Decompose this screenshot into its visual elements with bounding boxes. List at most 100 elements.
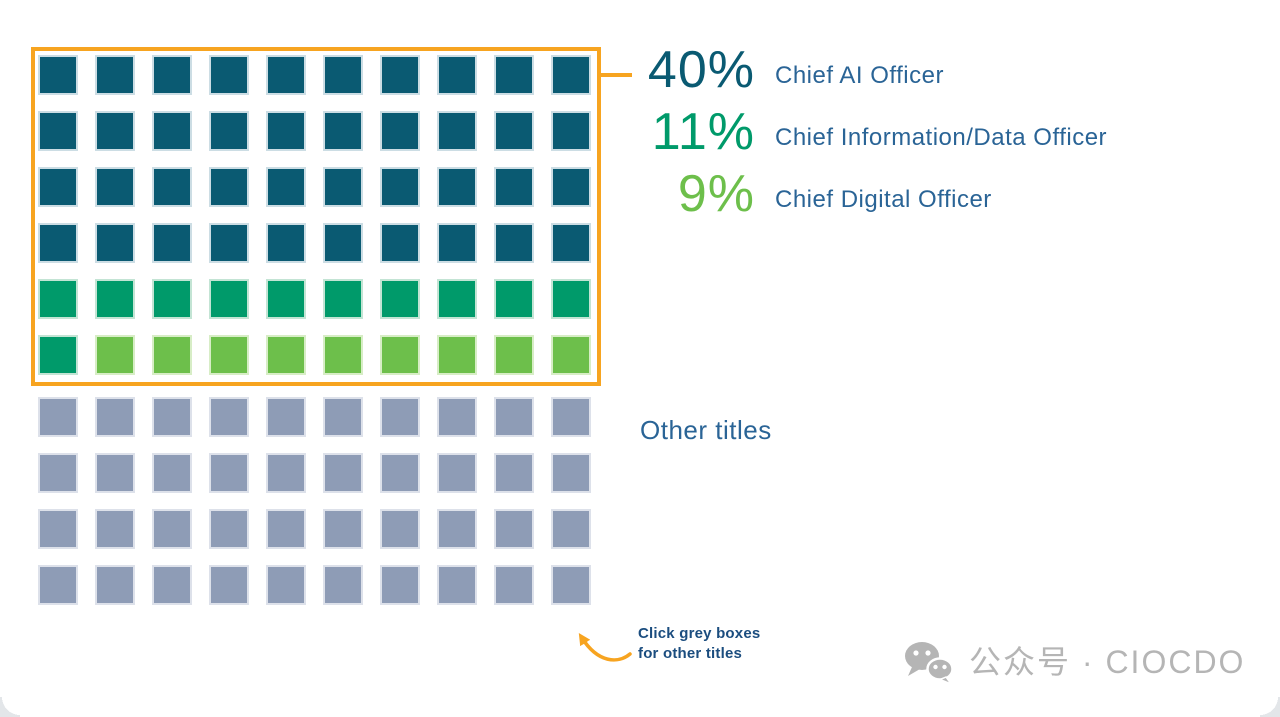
waffle-cell-chief-information-data-officer: [494, 279, 534, 319]
waffle-cell-chief-ai-officer: [152, 111, 192, 151]
waffle-cell-other-titles[interactable]: [95, 397, 135, 437]
highlight-connector-line: [599, 73, 632, 77]
waffle-cell-other-titles[interactable]: [266, 397, 306, 437]
waffle-cell-other-titles[interactable]: [551, 397, 591, 437]
waffle-cell-chief-ai-officer: [209, 223, 249, 263]
wechat-icon: [905, 642, 954, 684]
waffle-cell-chief-ai-officer: [437, 55, 477, 95]
waffle-cell-other-titles[interactable]: [437, 453, 477, 493]
waffle-cell-other-titles[interactable]: [437, 397, 477, 437]
waffle-cell-chief-digital-officer: [380, 335, 420, 375]
waffle-cell-other-titles[interactable]: [437, 565, 477, 605]
waffle-cell-chief-information-data-officer: [38, 335, 78, 375]
waffle-grid-other-titles: [38, 397, 591, 605]
watermark-text: 公众号 · CIOCDO: [969, 644, 1246, 680]
waffle-cell-other-titles[interactable]: [494, 565, 534, 605]
waffle-cell-chief-ai-officer: [551, 223, 591, 263]
waffle-cell-other-titles[interactable]: [323, 453, 363, 493]
waffle-cell-chief-information-data-officer: [380, 279, 420, 319]
waffle-cell-other-titles[interactable]: [38, 397, 78, 437]
waffle-cell-other-titles[interactable]: [380, 453, 420, 493]
waffle-cell-chief-ai-officer: [95, 223, 135, 263]
waffle-cell-chief-ai-officer: [38, 111, 78, 151]
waffle-cell-chief-ai-officer: [380, 111, 420, 151]
legend-item-chief-digital-officer: 9% Chief Digital Officer: [630, 168, 992, 220]
waffle-grid-highlighted: [38, 55, 591, 375]
waffle-cell-other-titles[interactable]: [380, 565, 420, 605]
waffle-cell-other-titles[interactable]: [323, 565, 363, 605]
waffle-cell-chief-information-data-officer: [551, 279, 591, 319]
waffle-cell-chief-ai-officer: [266, 55, 306, 95]
waffle-cell-chief-ai-officer: [551, 111, 591, 151]
waffle-cell-other-titles[interactable]: [209, 453, 249, 493]
waffle-cell-chief-ai-officer: [152, 55, 192, 95]
waffle-cell-chief-ai-officer: [152, 167, 192, 207]
waffle-cell-chief-ai-officer: [380, 55, 420, 95]
waffle-cell-chief-digital-officer: [152, 335, 192, 375]
waffle-cell-chief-ai-officer: [437, 111, 477, 151]
waffle-cell-other-titles[interactable]: [209, 565, 249, 605]
legend-percent: 9%: [677, 165, 755, 223]
page-corner-bottom-right: [1260, 697, 1280, 717]
waffle-cell-chief-ai-officer: [266, 167, 306, 207]
waffle-cell-other-titles[interactable]: [551, 565, 591, 605]
highlight-box: [31, 47, 601, 386]
waffle-cell-chief-ai-officer: [209, 167, 249, 207]
annotation-line-2: for other titles: [638, 644, 743, 662]
waffle-cell-chief-ai-officer: [152, 223, 192, 263]
waffle-cell-chief-ai-officer: [38, 167, 78, 207]
waffle-cell-other-titles[interactable]: [152, 397, 192, 437]
waffle-cell-other-titles[interactable]: [266, 565, 306, 605]
waffle-cell-other-titles[interactable]: [152, 565, 192, 605]
waffle-cell-other-titles[interactable]: [266, 453, 306, 493]
waffle-cell-chief-ai-officer: [95, 55, 135, 95]
waffle-cell-other-titles[interactable]: [95, 453, 135, 493]
waffle-cell-chief-ai-officer: [266, 111, 306, 151]
waffle-cell-chief-ai-officer: [95, 167, 135, 207]
legend-percent: 11%: [651, 103, 755, 161]
waffle-cell-other-titles[interactable]: [152, 509, 192, 549]
other-titles-label: Other titles: [640, 415, 772, 445]
waffle-cell-chief-digital-officer: [209, 335, 249, 375]
legend-label: Chief Information/Data Officer: [775, 124, 1108, 151]
waffle-cell-chief-information-data-officer: [95, 279, 135, 319]
waffle-cell-chief-digital-officer: [323, 335, 363, 375]
waffle-cell-other-titles[interactable]: [494, 397, 534, 437]
waffle-cell-other-titles[interactable]: [38, 453, 78, 493]
legend-label: Chief AI Officer: [775, 62, 944, 89]
waffle-cell-other-titles[interactable]: [551, 453, 591, 493]
waffle-cell-other-titles[interactable]: [38, 509, 78, 549]
waffle-cell-other-titles[interactable]: [551, 509, 591, 549]
waffle-cell-chief-digital-officer: [266, 335, 306, 375]
waffle-cell-chief-ai-officer: [437, 223, 477, 263]
waffle-cell-other-titles[interactable]: [152, 453, 192, 493]
waffle-cell-other-titles[interactable]: [323, 509, 363, 549]
waffle-cell-chief-ai-officer: [494, 167, 534, 207]
waffle-cell-chief-digital-officer: [95, 335, 135, 375]
waffle-cell-other-titles[interactable]: [209, 397, 249, 437]
legend-item-chief-ai-officer: 40% Chief AI Officer: [630, 44, 944, 96]
waffle-cell-chief-ai-officer: [380, 223, 420, 263]
waffle-cell-chief-information-data-officer: [323, 279, 363, 319]
waffle-cell-other-titles[interactable]: [209, 509, 249, 549]
waffle-cell-other-titles[interactable]: [380, 509, 420, 549]
waffle-cell-other-titles[interactable]: [266, 509, 306, 549]
watermark: 公众号 · CIOCDO: [903, 640, 1245, 684]
waffle-cell-chief-ai-officer: [494, 111, 534, 151]
waffle-cell-other-titles[interactable]: [95, 565, 135, 605]
waffle-cell-other-titles[interactable]: [323, 397, 363, 437]
waffle-cell-chief-information-data-officer: [152, 279, 192, 319]
waffle-cell-other-titles[interactable]: [437, 509, 477, 549]
waffle-cell-chief-digital-officer: [437, 335, 477, 375]
waffle-cell-other-titles[interactable]: [494, 453, 534, 493]
waffle-cell-other-titles[interactable]: [95, 509, 135, 549]
waffle-cell-other-titles[interactable]: [494, 509, 534, 549]
waffle-cell-chief-ai-officer: [551, 55, 591, 95]
waffle-cell-other-titles[interactable]: [380, 397, 420, 437]
waffle-cell-chief-ai-officer: [38, 223, 78, 263]
waffle-cell-chief-ai-officer: [323, 55, 363, 95]
waffle-cell-other-titles[interactable]: [38, 565, 78, 605]
waffle-cell-chief-ai-officer: [437, 167, 477, 207]
legend-percent: 40%: [647, 41, 755, 99]
